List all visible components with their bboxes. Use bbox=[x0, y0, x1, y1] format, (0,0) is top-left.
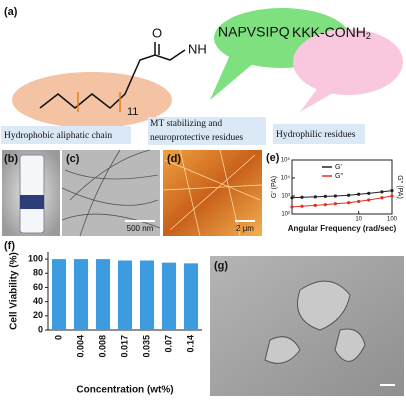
panel-label: (b) bbox=[4, 153, 18, 165]
hydrophobic-bubble bbox=[12, 72, 172, 128]
point bbox=[347, 193, 351, 197]
bar bbox=[139, 260, 155, 330]
y-tick-label: 20 bbox=[33, 310, 43, 320]
x-tick-label: 0.035 bbox=[141, 335, 151, 358]
y2-axis-label: G'' (PA) bbox=[396, 175, 403, 199]
region-label: neuroprotective residues bbox=[150, 133, 243, 143]
panel-label: (g) bbox=[214, 260, 228, 272]
x-axis-label: Concentration (wt%) bbox=[76, 385, 173, 396]
molecule-bonds bbox=[39, 42, 186, 109]
repeat-bracket bbox=[77, 92, 121, 112]
amide: NH bbox=[188, 41, 207, 56]
y-tick-label: 80 bbox=[33, 268, 43, 278]
repeat-count: 11 bbox=[127, 106, 138, 118]
point bbox=[290, 196, 294, 200]
y-tick-label: 10² bbox=[281, 212, 290, 218]
point bbox=[333, 202, 337, 206]
peptide-core: NAPVSIPQ bbox=[218, 24, 290, 40]
x-tick-label: 0.008 bbox=[97, 335, 107, 358]
point bbox=[323, 203, 327, 207]
cells bbox=[264, 280, 366, 364]
panel-label: (c) bbox=[66, 153, 80, 165]
y-tick-label: 10⁵ bbox=[281, 157, 291, 164]
y-tick-label: 100 bbox=[28, 253, 43, 263]
peptide-tail: KKK-CONH2 bbox=[292, 24, 371, 42]
panel-label: (a) bbox=[4, 6, 18, 18]
scale-label: 2 μm bbox=[236, 224, 254, 233]
x-tick-label: 100 bbox=[387, 217, 398, 223]
point bbox=[300, 204, 304, 208]
y-axis-label: G' (PA) bbox=[271, 176, 278, 198]
point bbox=[313, 203, 317, 208]
subscript: 2 bbox=[366, 31, 371, 41]
x-tick-label: 10 bbox=[355, 217, 362, 223]
tail: KKK-CONH bbox=[292, 24, 366, 40]
x-tick-label: 0.017 bbox=[119, 335, 129, 358]
bar bbox=[73, 259, 89, 330]
region-box bbox=[1, 126, 131, 144]
x-tick-label: 0.07 bbox=[163, 335, 173, 353]
y-tick-label: 10⁴ bbox=[281, 175, 291, 182]
point bbox=[357, 199, 361, 204]
point bbox=[390, 194, 394, 198]
fibers bbox=[61, 149, 161, 237]
point bbox=[357, 192, 361, 196]
plot-frame bbox=[291, 159, 393, 215]
y-tick-label: 40 bbox=[33, 296, 43, 306]
point bbox=[313, 195, 317, 199]
oxygen: O bbox=[152, 25, 162, 40]
bar bbox=[95, 259, 111, 330]
series-line bbox=[291, 190, 393, 199]
x-tick-label: 0.004 bbox=[75, 335, 85, 358]
bar bbox=[161, 262, 177, 330]
bubble-tail bbox=[300, 85, 338, 112]
region-label: Hydrophobic aliphatic chain bbox=[4, 131, 112, 141]
panel-label: (e) bbox=[266, 152, 280, 164]
scale-label: 500 nm bbox=[127, 224, 154, 233]
point bbox=[290, 205, 294, 209]
region-box bbox=[148, 117, 266, 145]
point bbox=[367, 191, 371, 195]
point bbox=[333, 194, 337, 198]
vial-label bbox=[20, 195, 44, 209]
region-label: MT stabilizing and bbox=[150, 119, 222, 129]
series-line bbox=[291, 195, 393, 208]
point bbox=[347, 201, 351, 205]
y-tick-label: 0 bbox=[38, 324, 43, 334]
point bbox=[380, 196, 384, 200]
bubble-tail bbox=[210, 55, 255, 100]
y-tick-label: 10³ bbox=[281, 194, 290, 200]
region-label: Hydrophilic residues bbox=[276, 130, 356, 140]
y-tick-label: 60 bbox=[33, 282, 43, 292]
bar bbox=[51, 259, 67, 330]
legend-label: G'' bbox=[335, 173, 343, 180]
legend-label: G' bbox=[335, 164, 342, 171]
hydrophilic-bubble bbox=[293, 29, 403, 95]
vial bbox=[19, 154, 45, 234]
point bbox=[380, 190, 384, 194]
bar bbox=[117, 260, 133, 330]
region-box bbox=[273, 124, 365, 144]
panel-label: (f) bbox=[4, 240, 15, 252]
point bbox=[390, 188, 394, 193]
point bbox=[300, 195, 304, 199]
bar bbox=[183, 263, 199, 330]
point bbox=[367, 198, 371, 202]
panel-label: (d) bbox=[167, 153, 181, 165]
x-axis-label: Angular Frequency (rad/sec) bbox=[288, 224, 397, 233]
cell-image bbox=[210, 256, 404, 396]
y-axis-label: Cell Viability (%) bbox=[9, 252, 20, 330]
x-tick-label: 0 bbox=[53, 335, 63, 340]
x-tick-label: 0.14 bbox=[185, 335, 195, 353]
point bbox=[323, 194, 327, 199]
fibers bbox=[162, 149, 263, 237]
